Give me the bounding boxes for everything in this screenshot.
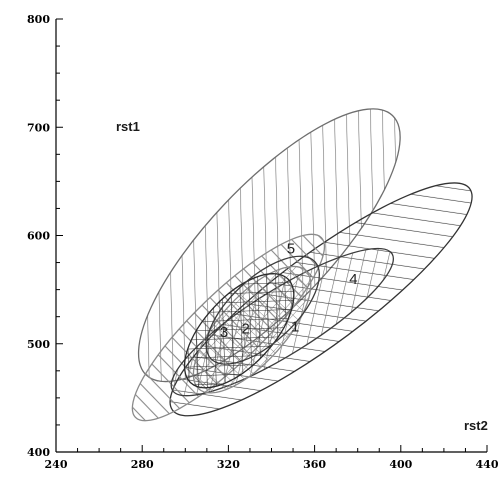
y-tick-label: 400 bbox=[27, 446, 50, 459]
y-tick-label: 700 bbox=[27, 121, 50, 134]
x-tick-label: 240 bbox=[45, 458, 68, 471]
x-tick-label: 400 bbox=[389, 458, 412, 471]
region-label-5: 5 bbox=[287, 240, 295, 257]
region-ellipses bbox=[131, 108, 473, 422]
x-tick-label: 360 bbox=[303, 458, 326, 471]
x-tick-label: 280 bbox=[131, 458, 154, 471]
x-tick-label: 320 bbox=[217, 458, 240, 471]
region-label-3: 3 bbox=[220, 324, 228, 341]
region-label-2: 2 bbox=[241, 321, 249, 338]
axis-ticks: 240 280 320 360 400 440 400 500 600 700 800 bbox=[27, 13, 499, 471]
y-tick-label: 500 bbox=[27, 338, 50, 351]
y-tick-label: 600 bbox=[27, 230, 50, 243]
x-tick-label: 440 bbox=[476, 458, 499, 471]
region-label-1: 1 bbox=[291, 318, 299, 335]
y-tick-label: 800 bbox=[27, 13, 50, 26]
x-axis-label: rst2 bbox=[464, 418, 488, 433]
y-axis-label: rst1 bbox=[116, 119, 140, 134]
region-label-4: 4 bbox=[349, 271, 357, 288]
region-ellipse-2 bbox=[205, 255, 320, 365]
